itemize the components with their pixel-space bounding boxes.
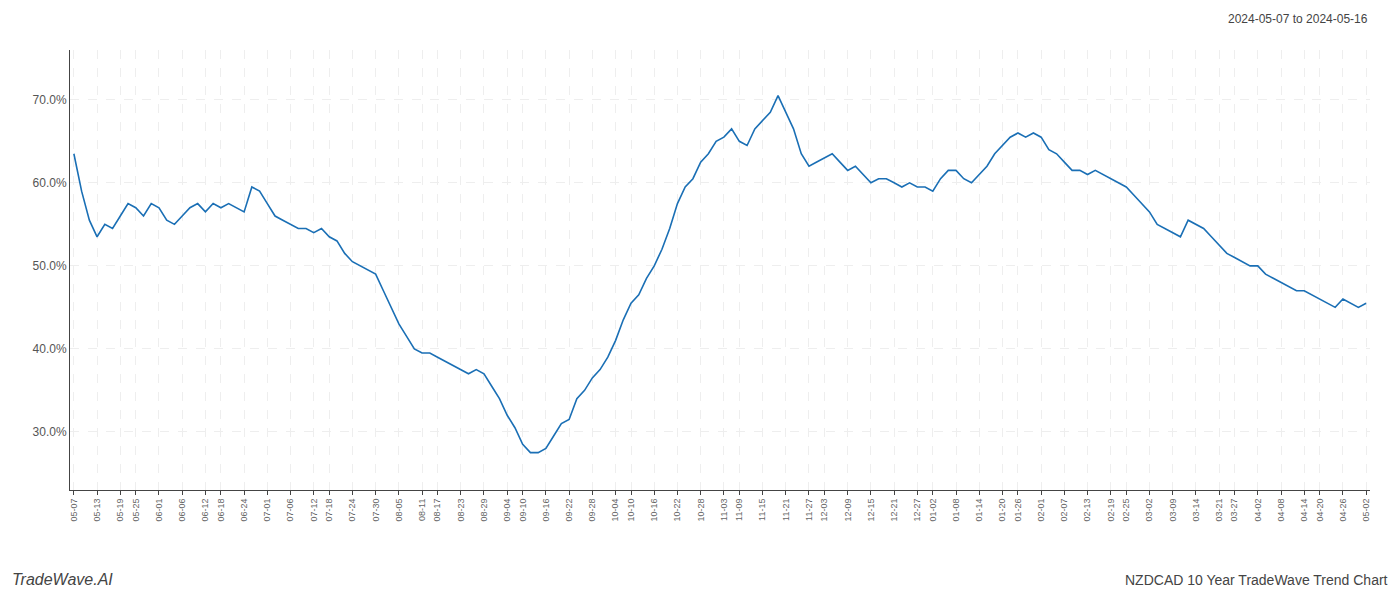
svg-text:70.0%: 70.0% xyxy=(33,93,67,107)
svg-text:10-22: 10-22 xyxy=(672,499,682,522)
svg-text:11-15: 11-15 xyxy=(757,499,767,521)
svg-text:02-25: 02-25 xyxy=(1121,499,1131,522)
svg-text:03-27: 03-27 xyxy=(1230,499,1240,522)
svg-text:08-11: 08-11 xyxy=(417,499,427,521)
svg-text:09-10: 09-10 xyxy=(518,499,528,522)
svg-text:07-12: 07-12 xyxy=(309,499,319,522)
svg-text:05-19: 05-19 xyxy=(115,499,125,522)
svg-text:50.0%: 50.0% xyxy=(33,259,67,273)
svg-text:01-08: 01-08 xyxy=(951,499,961,522)
svg-text:06-12: 06-12 xyxy=(200,499,210,522)
svg-text:08-23: 08-23 xyxy=(456,499,466,522)
svg-text:08-17: 08-17 xyxy=(432,499,442,522)
svg-text:08-05: 08-05 xyxy=(394,499,404,522)
svg-text:04-26: 04-26 xyxy=(1338,499,1348,522)
svg-text:10-10: 10-10 xyxy=(626,499,636,522)
svg-text:10-04: 10-04 xyxy=(610,499,620,522)
svg-text:11-21: 11-21 xyxy=(781,499,791,521)
svg-text:NZDCAD 10 Year TradeWave Trend: NZDCAD 10 Year TradeWave Trend Chart xyxy=(1125,572,1388,588)
svg-text:03-09: 03-09 xyxy=(1168,499,1178,522)
svg-text:12-09: 12-09 xyxy=(843,499,853,522)
svg-text:05-07: 05-07 xyxy=(69,499,79,522)
svg-text:07-18: 07-18 xyxy=(324,499,334,522)
svg-text:03-14: 03-14 xyxy=(1191,499,1201,522)
svg-text:02-13: 02-13 xyxy=(1082,499,1092,522)
svg-text:12-21: 12-21 xyxy=(889,499,899,522)
svg-text:07-06: 07-06 xyxy=(285,499,295,522)
svg-text:06-06: 06-06 xyxy=(177,499,187,522)
svg-text:12-15: 12-15 xyxy=(866,499,876,522)
svg-text:12-03: 12-03 xyxy=(819,499,829,522)
svg-text:05-02: 05-02 xyxy=(1361,499,1371,522)
svg-text:04-08: 04-08 xyxy=(1276,499,1286,522)
svg-text:10-28: 10-28 xyxy=(696,499,706,522)
svg-text:02-19: 02-19 xyxy=(1106,499,1116,522)
svg-text:60.0%: 60.0% xyxy=(33,176,67,190)
svg-text:TradeWave.AI: TradeWave.AI xyxy=(12,571,113,588)
svg-text:09-16: 09-16 xyxy=(541,499,551,522)
svg-text:11-27: 11-27 xyxy=(804,499,814,521)
svg-text:06-18: 06-18 xyxy=(216,499,226,522)
svg-text:03-02: 03-02 xyxy=(1144,499,1154,522)
svg-text:01-26: 01-26 xyxy=(1013,499,1023,522)
svg-text:30.0%: 30.0% xyxy=(33,425,67,439)
svg-text:12-27: 12-27 xyxy=(912,499,922,522)
svg-text:02-07: 02-07 xyxy=(1059,499,1069,522)
svg-text:09-22: 09-22 xyxy=(564,499,574,522)
svg-text:06-24: 06-24 xyxy=(239,499,249,522)
svg-text:09-04: 09-04 xyxy=(502,499,512,522)
svg-text:03-21: 03-21 xyxy=(1214,499,1224,522)
svg-text:06-01: 06-01 xyxy=(154,499,164,522)
svg-text:04-02: 04-02 xyxy=(1253,499,1263,522)
svg-text:07-24: 07-24 xyxy=(347,499,357,522)
svg-text:01-20: 01-20 xyxy=(997,499,1007,522)
svg-text:11-09: 11-09 xyxy=(734,499,744,521)
svg-text:09-28: 09-28 xyxy=(587,499,597,522)
svg-text:05-25: 05-25 xyxy=(131,499,141,522)
svg-text:10-16: 10-16 xyxy=(649,499,659,522)
svg-text:07-30: 07-30 xyxy=(371,499,381,522)
svg-text:01-14: 01-14 xyxy=(974,499,984,522)
svg-text:02-01: 02-01 xyxy=(1036,499,1046,522)
svg-text:2024-05-07 to 2024-05-16: 2024-05-07 to 2024-05-16 xyxy=(1228,12,1368,26)
svg-text:07-01: 07-01 xyxy=(262,499,272,522)
svg-text:01-02: 01-02 xyxy=(928,499,938,522)
svg-text:40.0%: 40.0% xyxy=(33,342,67,356)
svg-text:08-29: 08-29 xyxy=(479,499,489,522)
svg-text:05-13: 05-13 xyxy=(92,499,102,522)
svg-text:04-14: 04-14 xyxy=(1299,499,1309,522)
svg-text:11-03: 11-03 xyxy=(719,499,729,521)
svg-text:04-20: 04-20 xyxy=(1315,499,1325,522)
